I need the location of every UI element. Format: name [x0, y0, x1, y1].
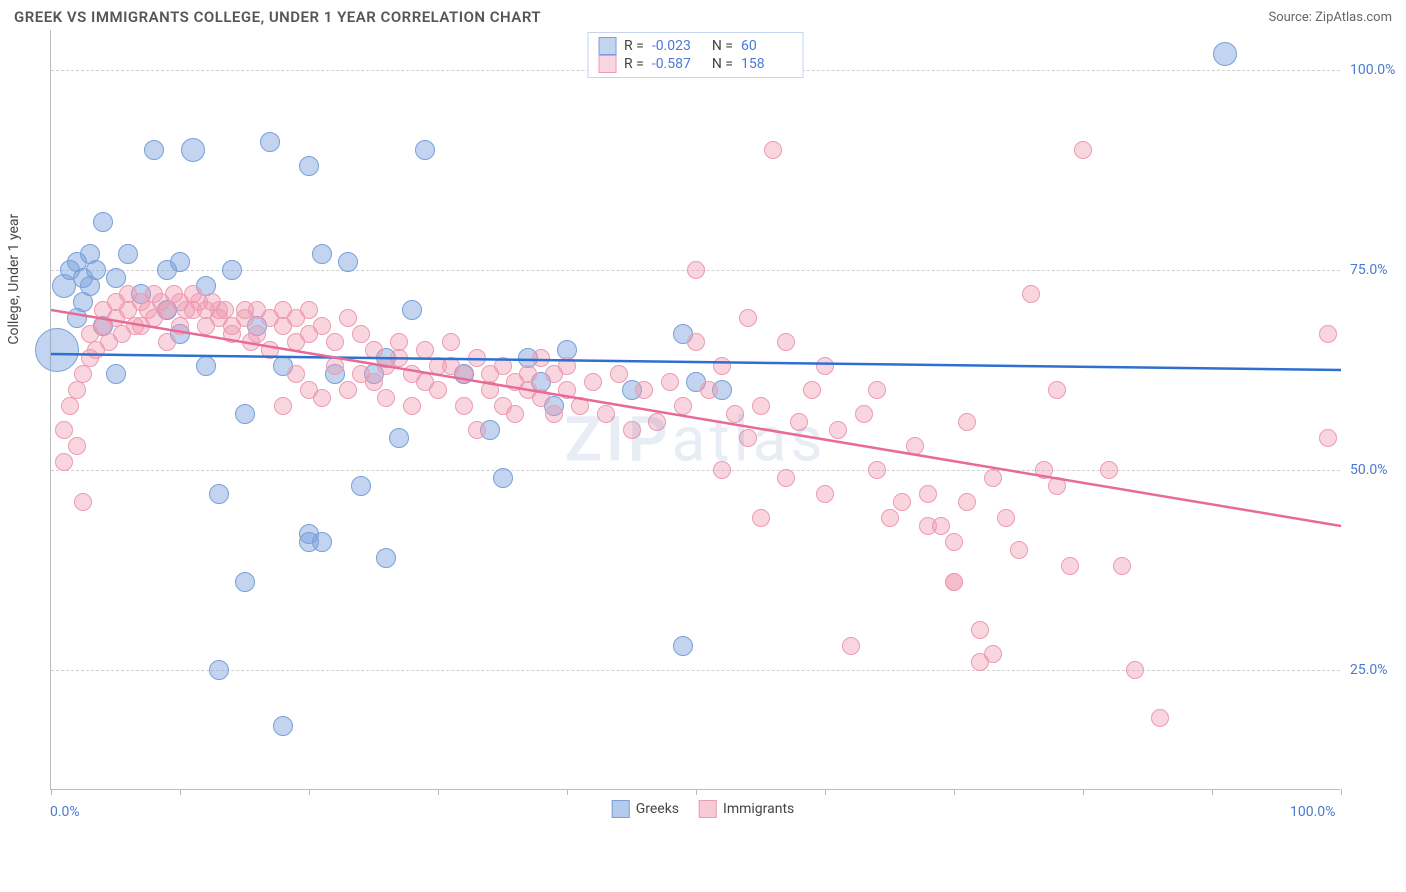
legend-row: R = -0.587 N = 158 — [598, 55, 793, 73]
legend-item: Greeks — [612, 800, 679, 818]
chart-title: GREEK VS IMMIGRANTS COLLEGE, UNDER 1 YEA… — [14, 8, 541, 26]
series-legend: Greeks Immigrants — [612, 800, 795, 818]
n-label: N = — [712, 38, 733, 54]
x-tick-label-max: 100.0% — [1290, 804, 1335, 820]
r-label: R = — [624, 56, 644, 72]
r-label: R = — [624, 38, 644, 54]
y-tick-label: 25.0% — [1350, 662, 1406, 678]
y-tick-label: 50.0% — [1350, 462, 1406, 478]
source-label: Source: ZipAtlas.com — [1268, 10, 1392, 25]
trend-line — [51, 354, 1341, 370]
legend-swatch — [612, 800, 630, 818]
legend-label: Immigrants — [723, 801, 794, 817]
legend-item: Immigrants — [699, 800, 794, 818]
x-tick — [1341, 789, 1342, 795]
trend-lines — [51, 30, 1341, 790]
y-tick-label: 75.0% — [1350, 262, 1406, 278]
n-value: 158 — [741, 56, 793, 72]
r-value: -0.023 — [652, 38, 704, 54]
legend-swatch — [598, 55, 616, 73]
scatter-plot: ZIPatlas R =-0.023N =60R =-0.587N =158 2… — [50, 30, 1340, 790]
legend-swatch — [598, 37, 616, 55]
y-axis-label: College, Under 1 year — [6, 214, 22, 345]
legend-swatch — [699, 800, 717, 818]
legend-label: Greeks — [636, 801, 679, 817]
chart-area: College, Under 1 year ZIPatlas R =-0.023… — [14, 30, 1392, 790]
x-tick-label-min: 0.0% — [50, 804, 80, 820]
legend-row: R = -0.023 N = 60 — [598, 37, 793, 55]
y-tick-label: 100.0% — [1350, 62, 1406, 78]
correlation-legend: R = -0.023 N = 60 R = -0.587 N = 158 — [587, 32, 804, 78]
trend-line — [51, 310, 1341, 526]
chart-header: GREEK VS IMMIGRANTS COLLEGE, UNDER 1 YEA… — [0, 0, 1406, 30]
r-value: -0.587 — [652, 56, 704, 72]
n-value: 60 — [741, 38, 793, 54]
n-label: N = — [712, 56, 733, 72]
